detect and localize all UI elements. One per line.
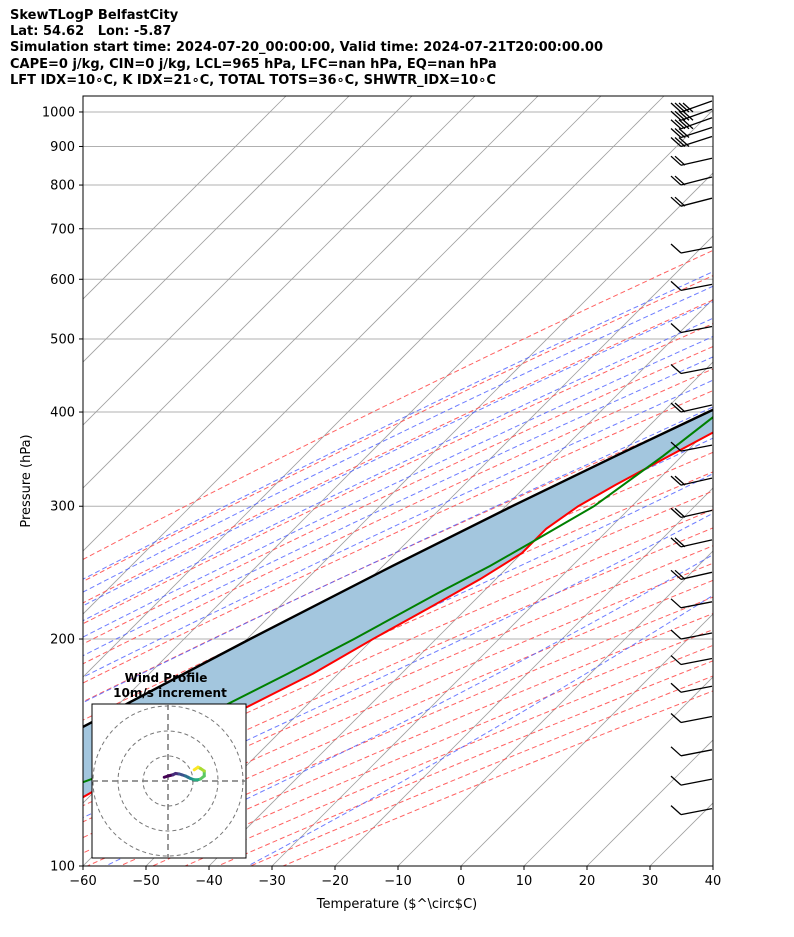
x-tick-label: 20 [579,874,596,889]
y-tick-label: 900 [50,140,75,155]
dewpoint-line [83,415,713,784]
wind-barb [670,117,713,130]
wind-barb [670,746,713,757]
chart-header: SkewTLogP BelfastCity Lat: 54.62 Lon: -5… [10,8,603,89]
params-line: CAPE=0 j/kg, CIN=0 j/kg, LCL=965 hPa, LF… [10,56,497,72]
y-tick-label: 300 [50,500,75,515]
wind-barb [670,155,713,166]
moist-adiabat [83,271,713,580]
wind-barb [670,441,713,452]
moist-adiabat [83,379,713,678]
moist-adiabat [83,317,713,622]
wind-barb [670,322,713,334]
hodograph-segment [192,765,200,772]
y-tick-label: 800 [50,179,75,194]
moist-adiabat [83,406,713,704]
isotherm-line [460,613,713,866]
isotherm-line [83,96,287,300]
x-tick-label: 40 [705,874,722,889]
isotherm-line [83,96,350,363]
isotherm-line [649,802,713,866]
moist-adiabat [83,285,713,593]
x-tick-label: −50 [132,874,159,889]
wind-profile-inset: Wind Profile 10m/s increment [91,671,247,859]
x-axis-label: Temperature ($^\circ$C) [316,897,477,912]
moist-adiabat [83,512,713,819]
y-tick-label: 400 [50,406,75,421]
isotherm-line [334,487,713,866]
profiles [83,408,713,799]
wind-barb [670,537,713,548]
wind-barb [670,175,713,186]
cape-cin-shading [83,409,713,798]
isotherm-line [83,96,602,615]
x-tick-label: 30 [642,874,659,889]
wind-barb [670,100,713,113]
time-line: Simulation start time: 2024-07-20_00:00:… [10,40,603,56]
x-tick-label: −30 [258,874,285,889]
wind-barb [670,196,713,207]
wind-barbs [670,100,713,816]
wind-barb [670,629,713,640]
wind-barb [670,569,713,580]
y-tick-label: 500 [50,332,75,347]
wind-barb [670,655,713,666]
dry-adiabat [83,346,713,645]
wind-barb [670,598,713,609]
isotherm-line [271,424,713,866]
x-tick-label: −10 [384,874,411,889]
isotherm-line [397,550,713,866]
wind-barb [670,402,713,413]
dry-adiabat [83,299,713,604]
wind-barb [670,243,713,254]
wind-barb [670,507,713,518]
x-tick-label: −20 [321,874,348,889]
wind-barb [670,126,713,139]
location-line: Lat: 54.62 Lon: -5.87 [10,24,172,40]
dry-adiabat [83,527,713,807]
wind-barb [670,135,713,148]
y-tick-label: 600 [50,273,75,288]
dry-adiabat [83,490,713,774]
wind-barb [670,775,713,786]
wind-barb [670,363,713,375]
x-tick-label: −60 [69,874,96,889]
inset-title: Wind Profile [125,671,208,685]
moist-adiabat [83,473,713,772]
isotherm-line [523,676,713,866]
background-lines [83,96,713,866]
wind-barb [670,682,713,693]
isotherm-line [712,865,713,866]
wind-barb [670,280,713,291]
parcel-profile-line [83,408,713,729]
indices-line: LFT IDX=10∘C, K IDX=21∘C, TOTAL TOTS=36∘… [10,72,496,88]
wind-barb [670,475,713,486]
dry-adiabat [83,249,713,561]
shaded-area [83,409,713,798]
inset-subtitle: 10m/s increment [113,686,227,700]
wind-barb [670,713,713,724]
axis-ticks: −60 −50 −40 −30 −20 −10 0 10 20 30 40 100 200 300 400 5… [42,105,721,889]
isotherm-line [83,96,476,489]
wind-barb [670,805,713,816]
chart-title: SkewTLogP BelfastCity [10,8,179,23]
y-tick-label: 200 [50,633,75,648]
temperature-line [83,431,713,799]
y-tick-label: 700 [50,222,75,237]
y-tick-label: 100 [50,860,75,875]
wind-barb [670,108,713,121]
y-axis-label: Pressure (hPa) [19,434,34,527]
dry-adiabat [83,368,713,665]
x-tick-label: 10 [516,874,533,889]
isotherm-line [145,298,713,866]
moist-adiabat [247,594,713,866]
isotherm-line [83,96,413,426]
dry-adiabat [83,545,713,823]
y-tick-label: 1000 [42,105,75,120]
isotherm-line [83,96,665,678]
isotherm-line [83,96,539,552]
x-tick-label: −40 [195,874,222,889]
x-tick-label: 0 [457,874,465,889]
